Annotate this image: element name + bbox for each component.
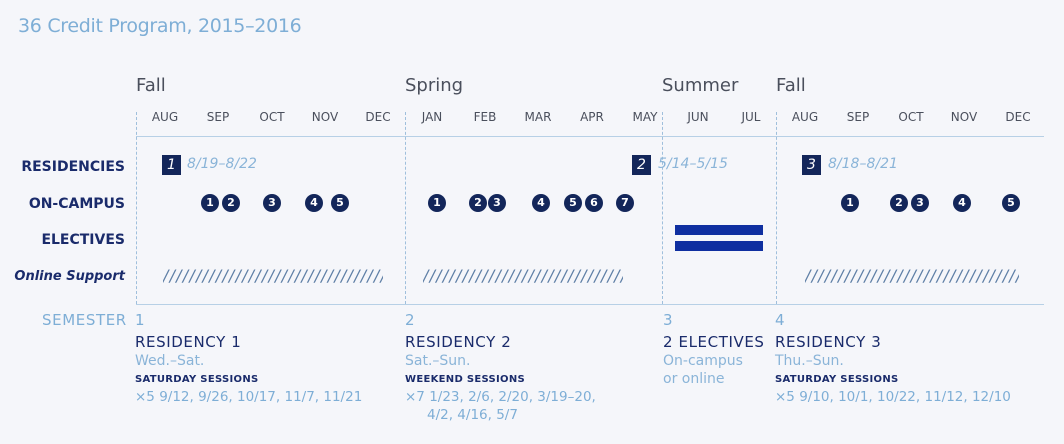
session-dot: 5 <box>1002 194 1020 212</box>
residency-dates: 8/18–8/21 <box>828 156 898 172</box>
semester-days-continued: or online <box>663 371 725 387</box>
session-dates: ×5 9/10, 10/1, 10/22, 11/12, 12/10 <box>775 389 1011 405</box>
session-dot: 6 <box>585 194 603 212</box>
session-dot: 3 <box>488 194 506 212</box>
row-label-online-support: Online Support <box>14 269 125 284</box>
semester-name: RESIDENCY 2 <box>405 333 512 351</box>
divider-line <box>662 112 663 304</box>
semester-label: SEMESTER <box>42 311 127 329</box>
session-dot: 5 <box>331 194 349 212</box>
month-label: OCT <box>898 110 924 124</box>
row-label-on-campus: ON-CAMPUS <box>28 196 125 212</box>
month-label: AUG <box>151 110 179 124</box>
semester-name: RESIDENCY 1 <box>135 333 242 351</box>
month-label: DEC <box>365 110 391 124</box>
session-dot: 1 <box>428 194 446 212</box>
divider-line <box>405 112 406 304</box>
session-dot: 2 <box>469 194 487 212</box>
term-spring: Spring <box>405 75 464 96</box>
sessions-label: SATURDAY SESSIONS <box>775 374 899 385</box>
month-label: DEC <box>1005 110 1031 124</box>
session-dot: 3 <box>911 194 929 212</box>
residency-dates: 5/14–5/15 <box>658 156 728 172</box>
online-support-hatching: ////////////////////////////////////////… <box>423 266 623 285</box>
electives-band-bottom <box>675 241 763 251</box>
semester-name: 2 ELECTIVES <box>663 333 765 351</box>
session-dot: 1 <box>201 194 219 212</box>
session-dot: 4 <box>532 194 550 212</box>
month-label: SEP <box>846 110 870 124</box>
session-dot: 2 <box>890 194 908 212</box>
session-dates: ×7 1/23, 2/6, 2/20, 3/19–20, <box>405 389 596 405</box>
session-dates: ×5 9/12, 9/26, 10/17, 11/7, 11/21 <box>135 389 363 405</box>
session-dates-continued: 4/2, 4/16, 5/7 <box>427 407 518 423</box>
electives-band-top <box>675 225 763 235</box>
semester-number: 2 <box>405 311 415 329</box>
month-label: JUN <box>687 110 709 124</box>
term-summer: Summer <box>662 75 739 96</box>
month-label: NOV <box>311 110 339 124</box>
session-dot: 4 <box>953 194 971 212</box>
sessions-label: SATURDAY SESSIONS <box>135 374 259 385</box>
month-label: JAN <box>421 110 443 124</box>
semester-days: Wed.–Sat. <box>135 353 205 369</box>
sessions-label: WEEKEND SESSIONS <box>405 374 526 385</box>
page-title: 36 Credit Program, 2015–2016 <box>18 15 302 37</box>
session-dot: 5 <box>564 194 582 212</box>
online-support-hatching: ////////////////////////////////////////… <box>163 266 383 285</box>
session-dot: 2 <box>222 194 240 212</box>
session-dot: 3 <box>263 194 281 212</box>
semester-days: Sat.–Sun. <box>405 353 471 369</box>
term-fall-2015: Fall <box>136 75 166 96</box>
month-label: APR <box>580 110 604 124</box>
semester-name: RESIDENCY 3 <box>775 333 882 351</box>
row-label-residencies: RESIDENCIES <box>21 159 125 175</box>
divider-line <box>776 112 777 304</box>
month-label: MAY <box>632 110 658 124</box>
month-label: SEP <box>206 110 230 124</box>
month-label: OCT <box>259 110 285 124</box>
session-dot: 1 <box>841 194 859 212</box>
month-label: NOV <box>950 110 978 124</box>
residency-marker: 2 <box>632 155 651 175</box>
semester-number: 3 <box>663 311 673 329</box>
month-label: JUL <box>741 110 761 124</box>
month-label: FEB <box>473 110 497 124</box>
divider-line <box>136 112 137 304</box>
month-label: MAR <box>524 110 552 124</box>
semester-number: 4 <box>775 311 785 329</box>
semester-days: Thu.–Sun. <box>775 353 844 369</box>
online-support-hatching: ////////////////////////////////////////… <box>805 266 1019 285</box>
residency-dates: 8/19–8/22 <box>187 156 257 172</box>
month-label: AUG <box>791 110 819 124</box>
residency-marker: 1 <box>162 155 181 175</box>
row-label-electives: ELECTIVES <box>41 232 125 248</box>
term-fall-2016: Fall <box>776 75 806 96</box>
session-dot: 4 <box>305 194 323 212</box>
semester-number: 1 <box>135 311 145 329</box>
grid-top-line <box>136 136 1044 137</box>
semester-days: On-campus <box>663 353 743 369</box>
grid-bottom-line <box>136 304 1044 305</box>
session-dot: 7 <box>616 194 634 212</box>
residency-marker: 3 <box>802 155 821 175</box>
